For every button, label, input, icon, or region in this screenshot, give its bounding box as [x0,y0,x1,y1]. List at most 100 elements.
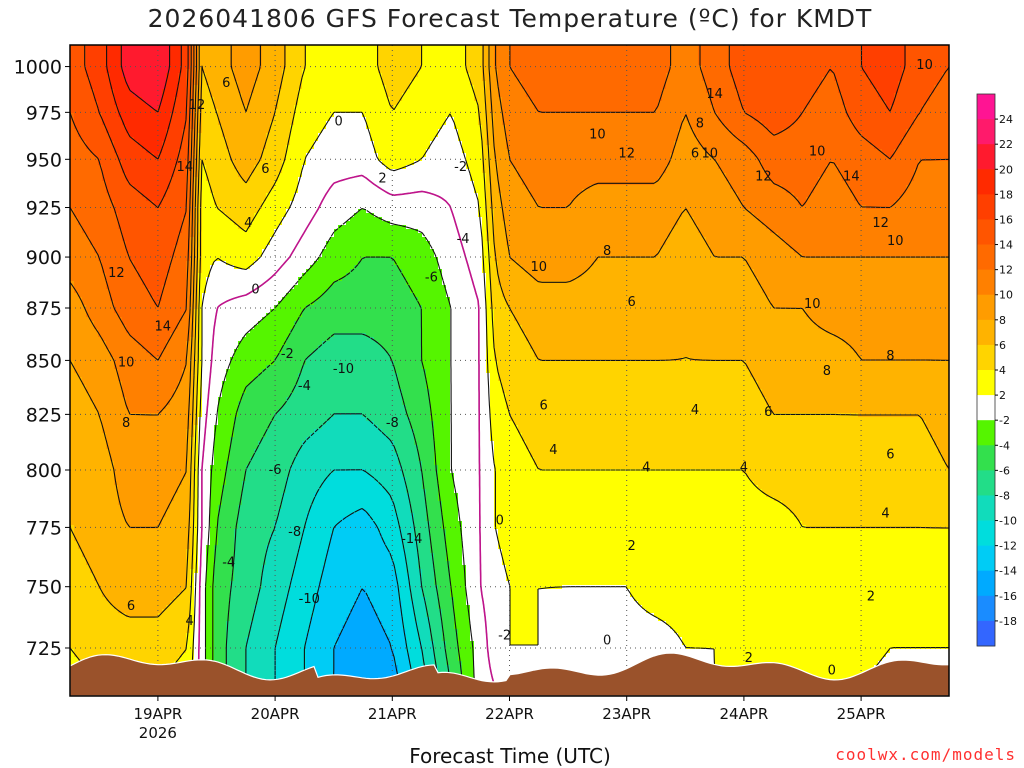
temperature-cell [222,497,243,502]
temperature-cell [114,605,167,610]
temperature-cell [186,109,191,114]
temperature-cell [482,137,487,142]
temperature-cell [70,617,191,622]
temperature-cell [490,305,511,310]
temperature-cell [254,213,287,218]
temperature-cell [450,457,495,462]
temperature-cell [206,565,215,570]
temperature-cell [390,437,415,442]
temperature-cell [510,153,671,158]
temperature-cell [386,89,407,94]
temperature-cell [262,369,303,374]
temperature-cell [186,125,191,130]
temperature-cell [434,457,451,462]
temperature-cell [702,69,731,74]
temperature-cell [306,357,391,362]
temperature-cell [202,269,211,274]
temperature-cell [206,169,239,174]
temperature-cell [666,81,707,86]
temperature-cell [450,397,491,402]
temperature-cell [418,69,467,74]
temperature-cell [502,201,539,206]
temperature-cell [274,529,303,534]
temperature-cell [182,129,191,134]
temperature-cell [70,501,119,506]
temperature-cell [90,237,123,242]
temperature-cell [522,265,591,270]
temperature-cell [458,509,495,514]
temperature-cell [206,281,299,286]
temperature-cell [454,613,471,618]
temperature-cell [498,77,519,82]
temperature-cell [194,641,207,646]
temperature-cell [286,209,359,214]
temperature-cell [278,89,299,94]
temperature-cell [70,605,115,610]
temperature-cell [214,433,235,438]
y-tick-label: 900 [26,247,62,269]
temperature-cell [166,273,187,278]
temperature-cell [70,65,87,70]
temperature-cell [378,481,407,486]
temperature-cell [170,401,191,406]
temperature-cell [354,605,375,610]
temperature-cell [490,61,495,66]
temperature-cell [202,113,219,118]
temperature-cell [490,241,495,246]
temperature-cell [266,433,311,438]
y-tick-label: 850 [26,350,62,372]
temperature-cell [110,353,151,358]
temperature-cell [230,437,263,442]
temperature-cell [398,457,419,462]
temperature-cell [102,429,187,434]
temperature-cell [714,109,747,114]
temperature-cell [426,493,439,498]
temperature-cell [486,345,495,350]
temperature-cell [486,121,495,126]
temperature-cell [198,325,203,330]
temperature-cell [486,101,491,106]
temperature-cell [362,413,407,418]
temperature-cell [218,121,271,126]
contour-line [120,45,171,113]
temperature-cell [218,409,239,414]
temperature-cell [166,277,187,282]
temperature-cell [130,85,167,90]
temperature-cell [350,217,383,222]
colorbar-swatch [977,570,995,597]
temperature-cell [426,369,451,374]
temperature-cell [114,477,183,482]
temperature-cell [802,113,847,118]
temperature-cell [194,361,199,366]
temperature-cell [838,81,871,86]
temperature-cell [162,197,187,202]
temperature-cell [306,653,335,658]
temperature-cell [214,193,267,198]
temperature-cell [218,413,239,418]
temperature-cell [494,453,531,458]
temperature-cell [230,445,259,450]
temperature-cell [262,205,291,210]
temperature-cell [438,485,455,490]
temperature-cell [106,129,127,134]
temperature-cell [94,577,187,582]
temperature-cell [494,229,507,234]
temperature-cell [466,57,483,62]
temperature-cell [202,377,227,382]
temperature-cell [506,393,763,398]
temperature-cell [274,521,307,526]
temperature-cell [190,157,195,162]
temperature-cell [254,89,279,94]
temperature-cell [898,145,949,150]
temperature-cell [186,89,191,94]
temperature-cell [106,445,187,450]
temperature-cell [826,169,839,174]
temperature-cell [842,97,883,102]
temperature-cell [206,73,235,78]
temperature-cell [286,53,307,58]
temperature-cell [506,225,675,230]
temperature-cell [266,197,295,202]
source-credit[interactable]: coolwx.com/models [835,745,1016,764]
temperature-cell [290,589,319,594]
temperature-cell [290,585,319,590]
